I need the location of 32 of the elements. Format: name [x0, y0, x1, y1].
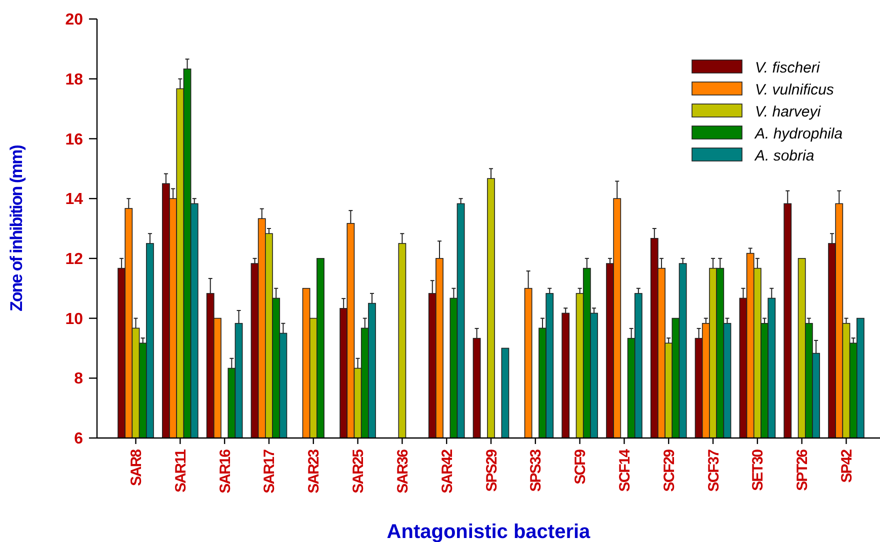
legend-label: V. harveyi [755, 103, 822, 120]
y-tick-label: 14 [65, 191, 84, 208]
legend-label: V. vulnificus [755, 81, 834, 98]
x-tick-label: SAR42 [438, 449, 456, 494]
x-tick-label: SCF29 [660, 449, 678, 492]
x-tick-label: SAR25 [350, 449, 368, 494]
x-tick-label: SPS33 [528, 449, 545, 492]
y-tick-label: 18 [65, 71, 84, 88]
x-tick-label: SCF14 [616, 448, 634, 492]
y-axis-title: Zone of inhibition (mm) [7, 145, 26, 312]
legend-label: V. fischeri [755, 59, 820, 76]
y-tick-label: 20 [65, 12, 84, 29]
x-tick-label: SP42 [838, 449, 856, 483]
y-tick-label: 10 [65, 310, 84, 328]
legend-label: A. sobria [754, 147, 814, 164]
legend-label: A. hydrophila [754, 125, 843, 142]
x-tick-label: SPS29 [483, 449, 500, 492]
x-tick-label: SAR16 [216, 449, 234, 494]
y-tick-label: 12 [65, 251, 84, 268]
y-tick-label: 6 [74, 430, 84, 448]
x-tick-label: SCF9 [572, 449, 590, 484]
y-tick-label: 16 [65, 131, 84, 148]
x-tick-label: SAR36 [394, 449, 412, 494]
x-axis-title: Antagonistic bacteria [386, 521, 592, 542]
x-tick-label: SCF37 [705, 449, 722, 492]
x-tick-label: SPT26 [794, 449, 812, 491]
x-tick-label: SET30 [750, 449, 767, 491]
x-tick-label: SAR17 [261, 449, 278, 494]
x-tick-label: SAR8 [128, 449, 146, 486]
x-tick-label: SAR11 [172, 449, 190, 493]
x-tick-label: SAR23 [306, 449, 323, 494]
y-tick-label: 8 [74, 370, 84, 388]
